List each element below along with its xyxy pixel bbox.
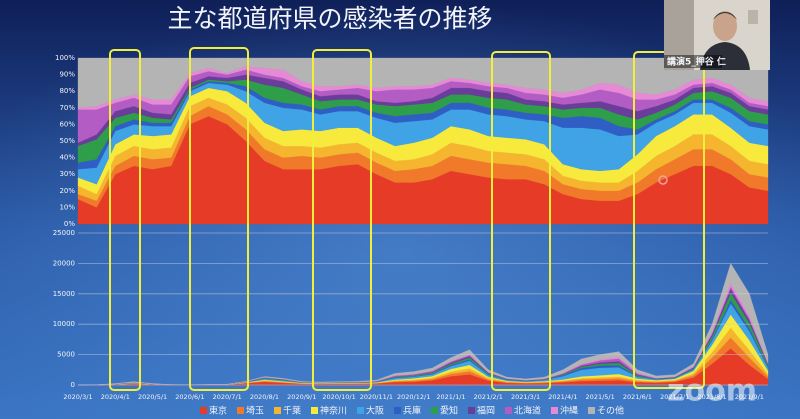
y-tick-label: 10% [59,203,75,211]
legend-label: 福岡 [477,405,495,417]
speaker-label-bg [664,55,722,68]
legend-swatch [505,407,512,414]
y-tick-label: 10000 [53,320,75,328]
highlight-box [189,47,249,391]
webcam-hair [713,12,737,20]
y-tick-label: 90% [59,71,75,79]
y-tick-label: 0 [71,381,75,389]
y-tick-label: 80% [59,87,75,95]
legend-label: 兵庫 [403,405,421,417]
y-tick-label: 60% [59,120,75,128]
legend-swatch [588,407,595,414]
y-tick-label: 50% [59,137,75,145]
legend-swatch [431,407,438,414]
legend-swatch [551,407,558,414]
webcam-wall [664,0,694,70]
legend-swatch [237,407,244,414]
webcam-picture [748,10,758,24]
x-tick-label: 2020/5/1 [138,393,167,401]
y-tick-label: 100% [55,54,75,62]
legend-label: 埼玉 [246,405,264,417]
x-tick-label: 2020/12/1 [397,393,430,401]
y-tick-label: 25000 [53,229,75,237]
x-tick-label: 2021/6/1 [623,393,652,401]
x-tick-label: 2020/7/1 [213,393,242,401]
x-tick-label: 2020/11/1 [360,393,393,401]
y-tick-label: 0% [64,220,75,228]
legend-label: 神奈川 [320,405,347,417]
highlight-box [491,51,551,391]
charts: 0% 10% 20% 30% 40% 50% 60% 70% 80% 90% 100% 0 5000 10… [53,54,769,417]
legend-label: 沖縄 [560,405,578,417]
y-tick-label: 70% [59,104,75,112]
x-tick-label: 2020/6/1 [175,393,204,401]
x-tick-label: 2020/3/1 [63,393,92,401]
x-tick-label: 2020/4/1 [101,393,130,401]
webcam-face [713,11,737,41]
x-tick-label: 2021/9/1 [735,393,764,401]
x-tick-label: 2020/8/1 [250,393,279,401]
cursor [658,175,668,185]
webcam-body [700,42,750,70]
x-tick-label: 2021/8/1 [697,393,726,401]
y-tick-label: 20000 [53,259,75,267]
x-tick-label: 2021/3/1 [511,393,540,401]
x-tick-label: 2021/2/1 [474,393,503,401]
legend-swatch [274,407,281,414]
x-tick-label: 2020/9/1 [287,393,316,401]
legend-swatch [394,407,401,414]
area [77,263,769,386]
legend-label: 北海道 [514,405,541,417]
legend-label: 東京 [209,405,227,417]
slide-title: 主な都道府県の感染者の推移 [167,4,492,33]
legend-swatch [357,407,364,414]
x-tick-label: 2021/1/1 [436,393,465,401]
y-tick-label: 40% [59,154,75,162]
legend-label: 大阪 [366,405,384,417]
legend-swatch [468,407,475,414]
y-tick-label: 5000 [57,351,75,359]
legend-label: 愛知 [440,405,458,417]
speaker-label: 講演5_押谷 仁 [667,56,726,68]
legend-label: その他 [597,405,624,417]
watermark: zoom [667,374,757,409]
legend-swatch [200,407,207,414]
y-tick-label: 30% [59,170,75,178]
y-tick-label: 20% [59,187,75,195]
area [77,57,769,108]
x-tick-label: 2021/4/1 [548,393,577,401]
legend-label: 千葉 [283,405,301,417]
x-tick-label: 2021/7/1 [660,393,689,401]
legend-swatch [311,407,318,414]
y-tick-label: 15000 [53,290,75,298]
x-tick-label: 2021/5/1 [586,393,615,401]
x-tick-label: 2020/10/1 [322,393,355,401]
highlight-box [109,49,141,391]
webcam: 講演5_押谷 仁 [664,0,770,70]
highlight-box [312,49,372,391]
